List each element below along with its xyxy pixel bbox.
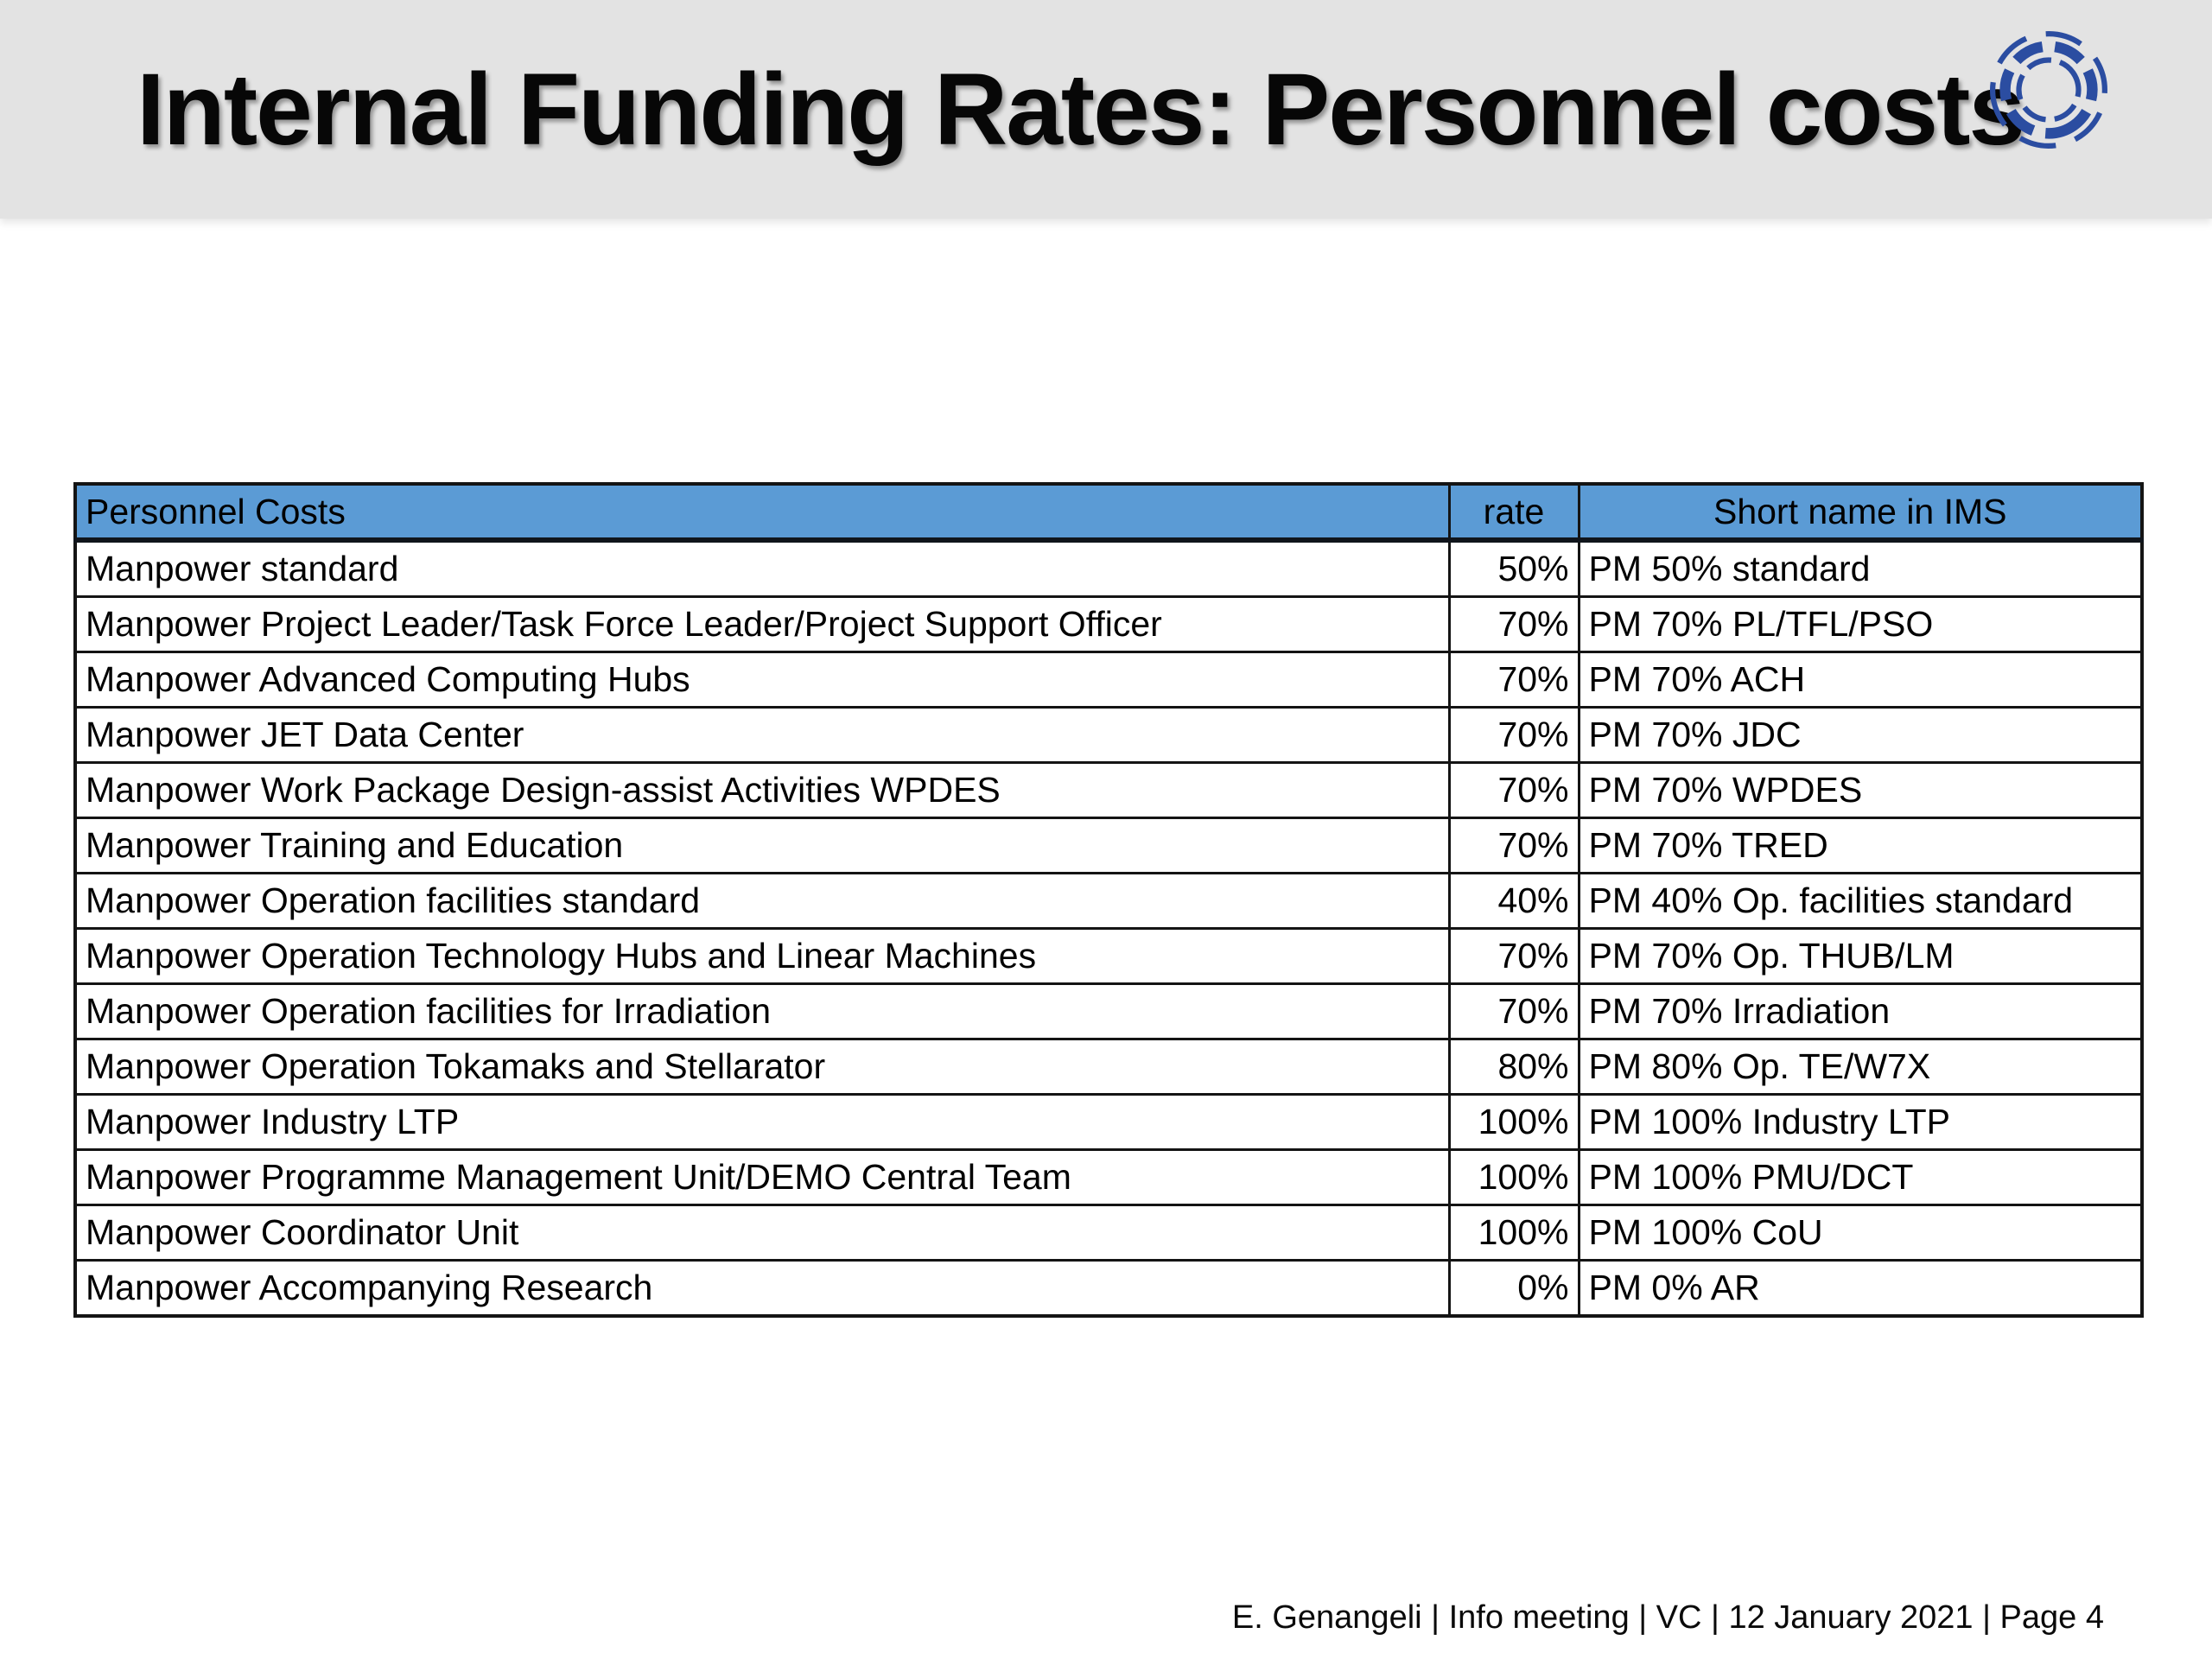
personnel-cost-cell: Manpower Project Leader/Task Force Leade…: [73, 595, 1451, 653]
short-name-cell: PM 100% Industry LTP: [1577, 1093, 2144, 1151]
table-row: Manpower Work Package Design-assist Acti…: [73, 761, 2144, 819]
short-name-cell: PM 70% JDC: [1577, 706, 2144, 764]
rates-table: Personnel Costs rate Short name in IMS Man…: [73, 482, 2144, 1318]
rate-cell: 70%: [1447, 982, 1580, 1040]
short-name-cell: PM 70% ACH: [1577, 651, 2144, 709]
table-row: Manpower Operation Technology Hubs and L…: [73, 927, 2144, 985]
table-row: Manpower Programme Management Unit/DEMO …: [73, 1148, 2144, 1206]
personnel-cost-cell: Manpower Work Package Design-assist Acti…: [73, 761, 1451, 819]
rates-table-body: Manpower standard 50% PM 50% standard Manpo…: [73, 538, 2144, 1318]
rate-cell: 100%: [1447, 1148, 1580, 1206]
rate-cell: 40%: [1447, 872, 1580, 930]
short-name-cell: PM 70% TRED: [1577, 817, 2144, 874]
personnel-cost-cell: Manpower Industry LTP: [73, 1093, 1451, 1151]
personnel-cost-cell: Manpower Coordinator Unit: [73, 1204, 1451, 1262]
short-name-cell: PM 70% Irradiation: [1577, 982, 2144, 1040]
short-name-cell: PM 80% Op. TE/W7X: [1577, 1038, 2144, 1096]
short-name-cell: PM 70% PL/TFL/PSO: [1577, 595, 2144, 653]
personnel-cost-cell: Manpower Programme Management Unit/DEMO …: [73, 1148, 1451, 1206]
table-row: Manpower Operation facilities for Irradi…: [73, 982, 2144, 1040]
personnel-cost-cell: Manpower standard: [73, 538, 1451, 598]
slide-footer: E. Genangeli | Info meeting | VC | 12 Ja…: [1231, 1599, 2104, 1636]
personnel-cost-cell: Manpower Accompanying Research: [73, 1259, 1451, 1318]
rate-cell: 70%: [1447, 706, 1580, 764]
short-name-cell: PM 70% WPDES: [1577, 761, 2144, 819]
header-band: Internal Funding Rates: Personnel costs: [0, 0, 2212, 219]
table-row: Manpower Training and Education 70% PM 70%…: [73, 817, 2144, 874]
short-name-cell: PM 100% PMU/DCT: [1577, 1148, 2144, 1206]
rate-cell: 100%: [1447, 1093, 1580, 1151]
rate-cell: 70%: [1447, 817, 1580, 874]
personnel-cost-cell: Manpower Operation facilities standard: [73, 872, 1451, 930]
rates-table-container: Personnel Costs rate Short name in IMS Man…: [73, 482, 2144, 1318]
personnel-cost-cell: Manpower Operation facilities for Irradi…: [73, 982, 1451, 1040]
table-row: Manpower standard 50% PM 50% standard: [73, 538, 2144, 598]
table-header-row: Personnel Costs rate Short name in IMS: [73, 482, 2144, 543]
short-name-cell: PM 40% Op. facilities standard: [1577, 872, 2144, 930]
short-name-cell: PM 0% AR: [1577, 1259, 2144, 1318]
table-row: Manpower Industry LTP 100% PM 100% Industr…: [73, 1093, 2144, 1151]
personnel-cost-cell: Manpower Training and Education: [73, 817, 1451, 874]
column-header-personnel-costs: Personnel Costs: [73, 482, 1451, 543]
rate-cell: 100%: [1447, 1204, 1580, 1262]
rate-cell: 80%: [1447, 1038, 1580, 1096]
personnel-cost-cell: Manpower Operation Technology Hubs and L…: [73, 927, 1451, 985]
table-row: Manpower Project Leader/Task Force Leade…: [73, 595, 2144, 653]
column-header-short-name: Short name in IMS: [1577, 482, 2144, 543]
personnel-cost-cell: Manpower JET Data Center: [73, 706, 1451, 764]
rate-cell: 0%: [1447, 1259, 1580, 1318]
table-row: Manpower JET Data Center 70% PM 70% JDC: [73, 706, 2144, 764]
table-row: Manpower Accompanying Research 0% PM 0% AR: [73, 1259, 2144, 1318]
rates-table-header: Personnel Costs rate Short name in IMS: [73, 482, 2144, 543]
table-row: Manpower Operation facilities standard 40…: [73, 872, 2144, 930]
short-name-cell: PM 70% Op. THUB/LM: [1577, 927, 2144, 985]
rate-cell: 50%: [1447, 538, 1580, 598]
table-row: Manpower Advanced Computing Hubs 70% PM 70…: [73, 651, 2144, 709]
table-row: Manpower Operation Tokamaks and Stellara…: [73, 1038, 2144, 1096]
table-row: Manpower Coordinator Unit 100% PM 100% CoU: [73, 1204, 2144, 1262]
eurofusion-logo-icon: [1989, 26, 2108, 154]
column-header-rate: rate: [1447, 482, 1580, 543]
rate-cell: 70%: [1447, 761, 1580, 819]
rate-cell: 70%: [1447, 651, 1580, 709]
short-name-cell: PM 50% standard: [1577, 538, 2144, 598]
personnel-cost-cell: Manpower Advanced Computing Hubs: [73, 651, 1451, 709]
personnel-cost-cell: Manpower Operation Tokamaks and Stellara…: [73, 1038, 1451, 1096]
rate-cell: 70%: [1447, 595, 1580, 653]
short-name-cell: PM 100% CoU: [1577, 1204, 2144, 1262]
page-title: Internal Funding Rates: Personnel costs: [137, 52, 2025, 167]
rate-cell: 70%: [1447, 927, 1580, 985]
